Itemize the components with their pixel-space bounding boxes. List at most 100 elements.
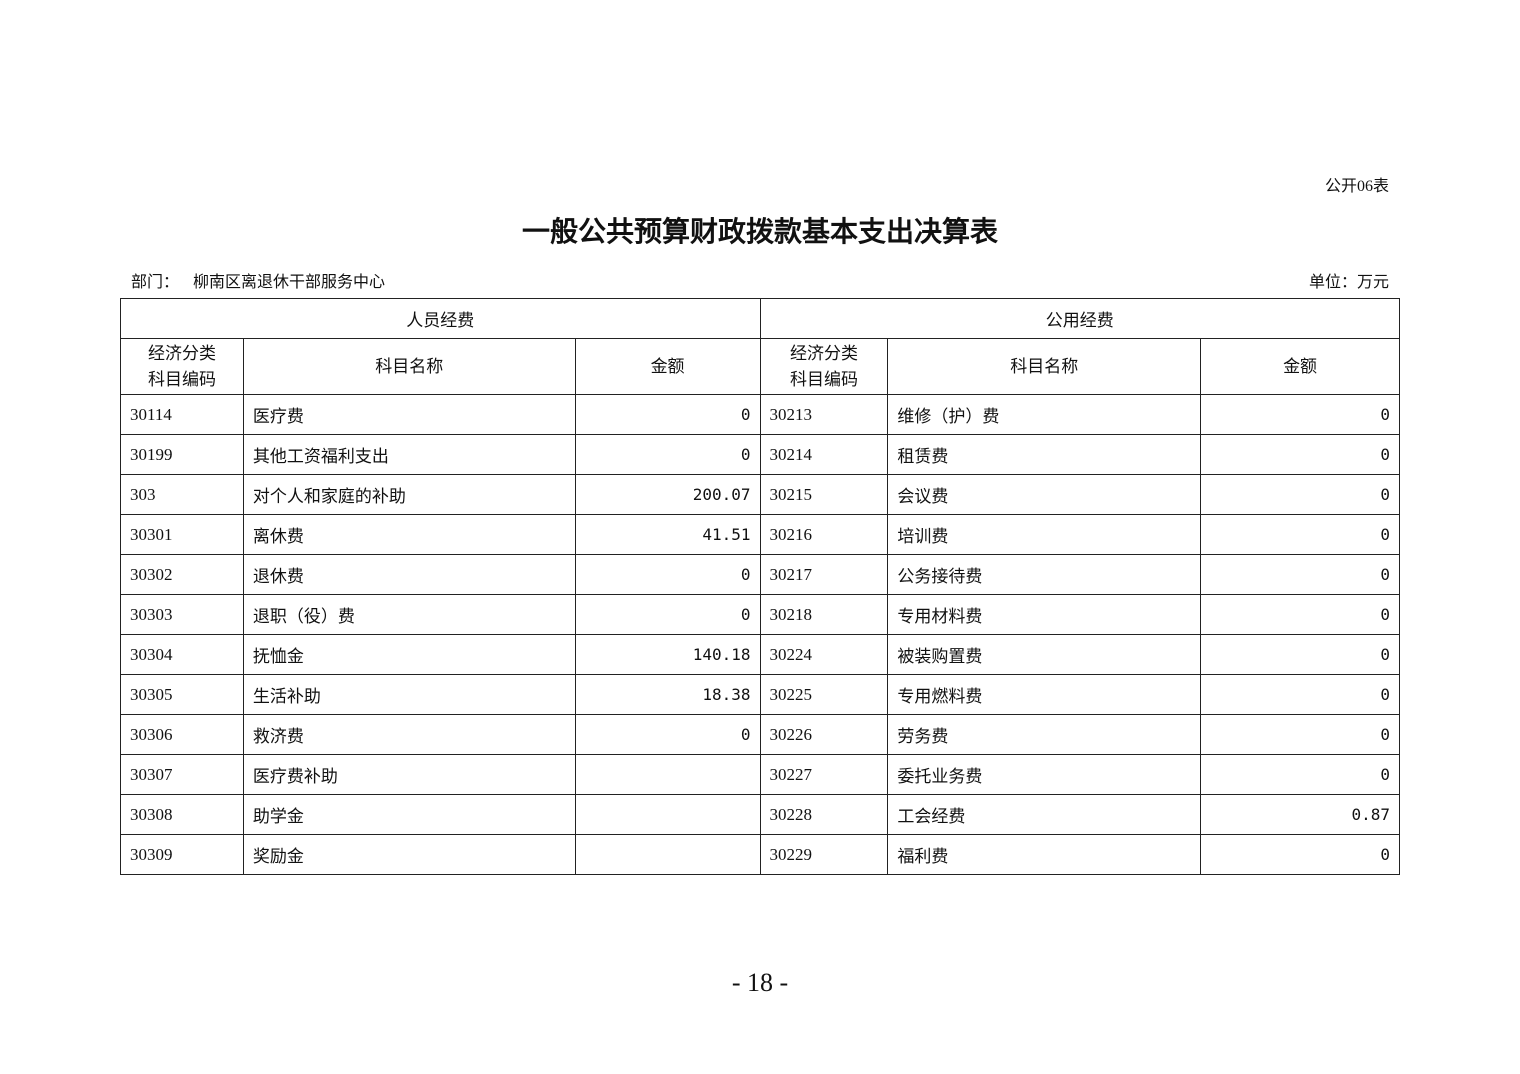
code-cell: 30225 (759, 674, 889, 715)
department-name: 柳南区离退休干部服务中心 (193, 274, 386, 291)
name-cell: 专用材料费 (887, 594, 1202, 635)
table-row: 30304 抚恤金 140.18 30224 被装购置费 0 (120, 634, 1400, 675)
code-cell: 30213 (759, 394, 889, 435)
table-row: 30305 生活补助 18.38 30225 专用燃料费 0 (120, 674, 1400, 715)
code-cell: 30217 (759, 554, 889, 595)
name-cell: 其他工资福利支出 (242, 434, 576, 475)
name-cell: 被装购置费 (887, 634, 1202, 675)
name-cell: 培训费 (887, 514, 1202, 555)
column-header: 金额 (574, 338, 761, 395)
name-cell: 离休费 (242, 514, 576, 555)
table-body: 30114 医疗费 0 30213 维修（护）费 0 30199 其他工资福利支出 0 30214… (120, 394, 1400, 875)
code-cell: 30228 (759, 794, 889, 835)
department-label: 部门： (131, 274, 180, 291)
code-cell: 303 (120, 474, 244, 515)
code-cell: 30229 (759, 834, 889, 875)
column-header: 经济分类 科目编码 (120, 338, 244, 395)
table-row: 30301 离休费 41.51 30216 培训费 0 (120, 514, 1400, 555)
column-header-row: 经济分类 科目编码 科目名称 金额 经济分类 科目编码 科目名称 金额 (120, 338, 1400, 395)
amount-cell (574, 834, 761, 875)
name-cell: 公务接待费 (887, 554, 1202, 595)
name-cell: 工会经费 (887, 794, 1202, 835)
column-header: 金额 (1200, 338, 1400, 395)
code-cell: 30224 (759, 634, 889, 675)
table-row: 30309 奖励金 30229 福利费 0 (120, 834, 1400, 875)
amount-cell: 0.87 (1200, 794, 1400, 835)
expenditure-table: 人员经费 公用经费 经济分类 科目编码 科目名称 金额 经济分类 科目编码 科目名称 金额… (120, 298, 1400, 875)
name-cell: 退休费 (242, 554, 576, 595)
table-row: 30199 其他工资福利支出 0 30214 租赁费 0 (120, 434, 1400, 475)
name-cell: 对个人和家庭的补助 (242, 474, 576, 515)
table-row: 30308 助学金 30228 工会经费 0.87 (120, 794, 1400, 835)
code-cell: 30227 (759, 754, 889, 795)
name-cell: 医疗费补助 (242, 754, 576, 795)
code-cell: 30301 (120, 514, 244, 555)
code-cell: 30302 (120, 554, 244, 595)
amount-cell: 0 (574, 594, 761, 635)
code-cell: 30214 (759, 434, 889, 475)
code-cell: 30303 (120, 594, 244, 635)
group-header-row: 人员经费 公用经费 (120, 298, 1400, 339)
table-row: 30302 退休费 0 30217 公务接待费 0 (120, 554, 1400, 595)
amount-cell: 18.38 (574, 674, 761, 715)
amount-cell: 0 (574, 434, 761, 475)
name-cell: 会议费 (887, 474, 1202, 515)
code-cell: 30218 (759, 594, 889, 635)
column-header: 科目名称 (887, 338, 1202, 395)
name-cell: 退职（役）费 (242, 594, 576, 635)
name-cell: 医疗费 (242, 394, 576, 435)
page-number: - 18 - (731, 968, 789, 997)
name-cell: 福利费 (887, 834, 1202, 875)
table-row: 30306 救济费 0 30226 劳务费 0 (120, 714, 1400, 755)
name-cell: 生活补助 (242, 674, 576, 715)
amount-cell: 0 (1200, 394, 1400, 435)
table-row: 303 对个人和家庭的补助 200.07 30215 会议费 0 (120, 474, 1400, 515)
code-cell: 30306 (120, 714, 244, 755)
amount-cell: 0 (574, 394, 761, 435)
amount-cell: 200.07 (574, 474, 761, 515)
page-title: 一般公共预算财政拨款基本支出决算表 (521, 217, 998, 248)
code-cell: 30215 (759, 474, 889, 515)
group-header-personnel: 人员经费 (120, 298, 761, 339)
amount-cell: 0 (1200, 754, 1400, 795)
amount-cell: 0 (1200, 594, 1400, 635)
amount-cell: 0 (1200, 634, 1400, 675)
code-cell: 30308 (120, 794, 244, 835)
amount-cell: 0 (1200, 674, 1400, 715)
code-cell: 30304 (120, 634, 244, 675)
column-header: 经济分类 科目编码 (759, 338, 889, 395)
unit-label: 单位：万元 (1308, 274, 1389, 291)
amount-cell: 140.18 (574, 634, 761, 675)
table-row: 30114 医疗费 0 30213 维修（护）费 0 (120, 394, 1400, 435)
code-cell: 30199 (120, 434, 244, 475)
amount-cell: 0 (574, 554, 761, 595)
amount-cell: 41.51 (574, 514, 761, 555)
amount-cell (574, 794, 761, 835)
code-cell: 30114 (120, 394, 244, 435)
code-cell: 30305 (120, 674, 244, 715)
table-row: 30303 退职（役）费 0 30218 专用材料费 0 (120, 594, 1400, 635)
amount-cell: 0 (1200, 474, 1400, 515)
form-number: 公开06表 (1324, 178, 1389, 195)
table-row: 30307 医疗费补助 30227 委托业务费 0 (120, 754, 1400, 795)
column-header: 科目名称 (242, 338, 576, 395)
amount-cell: 0 (1200, 714, 1400, 755)
name-cell: 助学金 (242, 794, 576, 835)
code-cell: 30226 (759, 714, 889, 755)
name-cell: 奖励金 (242, 834, 576, 875)
name-cell: 劳务费 (887, 714, 1202, 755)
name-cell: 专用燃料费 (887, 674, 1202, 715)
amount-cell (574, 754, 761, 795)
amount-cell: 0 (1200, 834, 1400, 875)
name-cell: 委托业务费 (887, 754, 1202, 795)
name-cell: 救济费 (242, 714, 576, 755)
name-cell: 抚恤金 (242, 634, 576, 675)
group-header-public: 公用经费 (759, 298, 1400, 339)
amount-cell: 0 (1200, 554, 1400, 595)
amount-cell: 0 (574, 714, 761, 755)
department: 部门： 柳南区离退休干部服务中心 (131, 268, 385, 292)
name-cell: 租赁费 (887, 434, 1202, 475)
amount-cell: 0 (1200, 434, 1400, 475)
code-cell: 30307 (120, 754, 244, 795)
